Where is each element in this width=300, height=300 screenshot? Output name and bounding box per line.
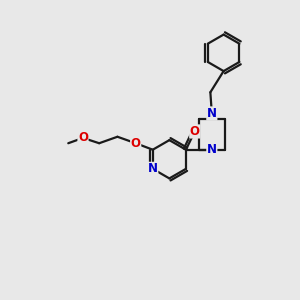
Text: O: O [78, 131, 88, 144]
Text: O: O [131, 137, 141, 150]
Text: O: O [190, 125, 200, 138]
Text: N: N [148, 162, 158, 175]
Text: N: N [207, 143, 217, 156]
Text: N: N [207, 107, 217, 120]
